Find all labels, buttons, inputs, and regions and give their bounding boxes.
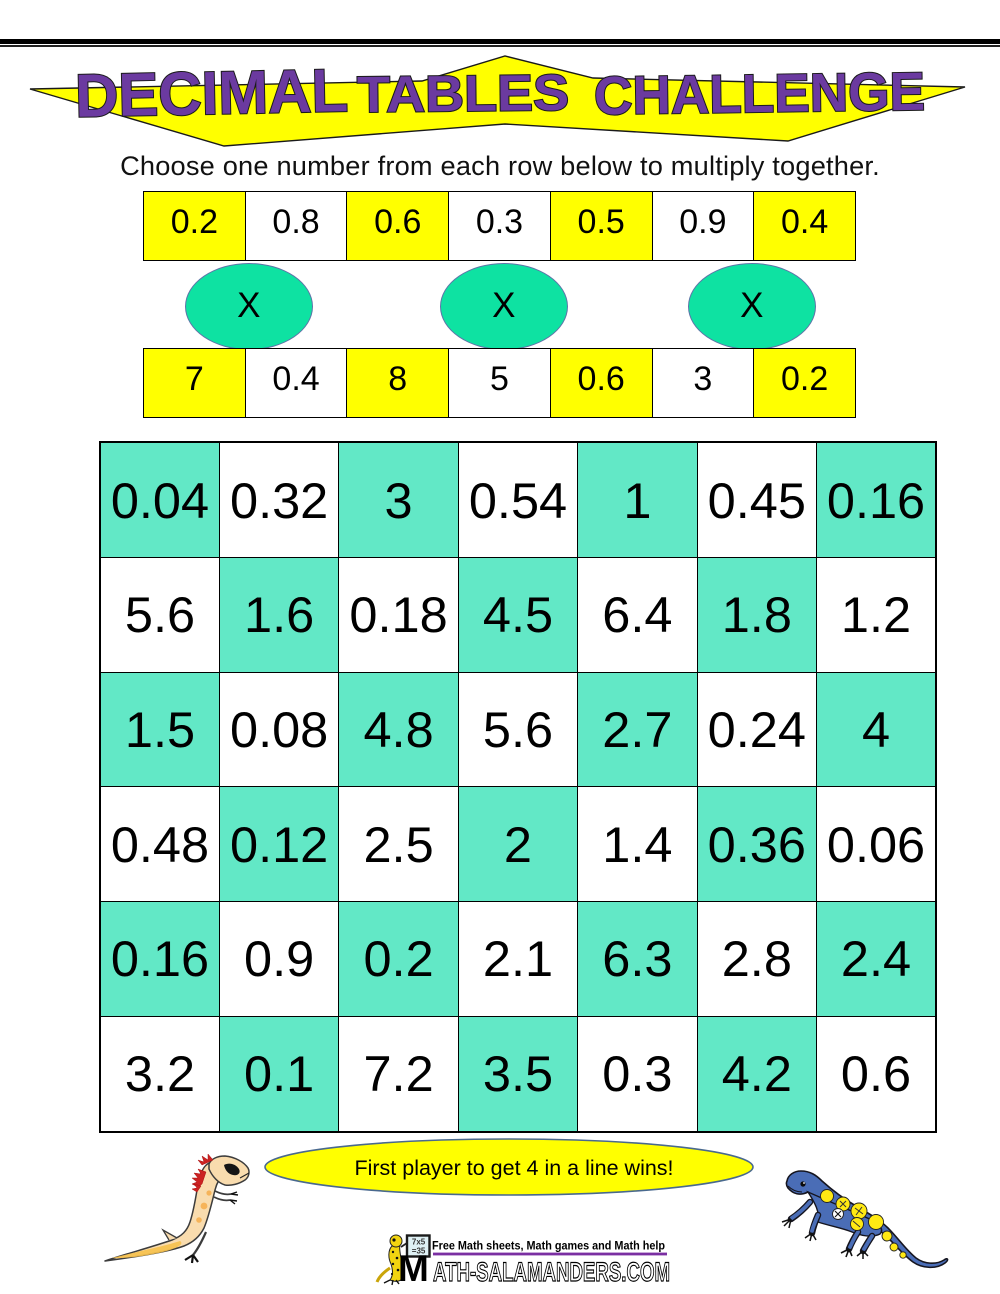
svg-text:=35: =35: [412, 1247, 426, 1256]
svg-text:TABLES: TABLES: [357, 64, 570, 123]
svg-text:M: M: [398, 1248, 429, 1289]
svg-text:DECIMAL: DECIMAL: [74, 56, 348, 130]
svg-text:First player to get 4 in a lin: First player to get 4 in a line wins!: [354, 1156, 673, 1180]
svg-text:Free Math sheets, Math games a: Free Math sheets, Math games and Math he…: [432, 1239, 665, 1253]
svg-text:CHALLENGE: CHALLENGE: [594, 62, 926, 127]
svg-text:ATH-SALAMANDERS.COM: ATH-SALAMANDERS.COM: [433, 1257, 670, 1287]
svg-text:7x5: 7x5: [412, 1238, 426, 1247]
